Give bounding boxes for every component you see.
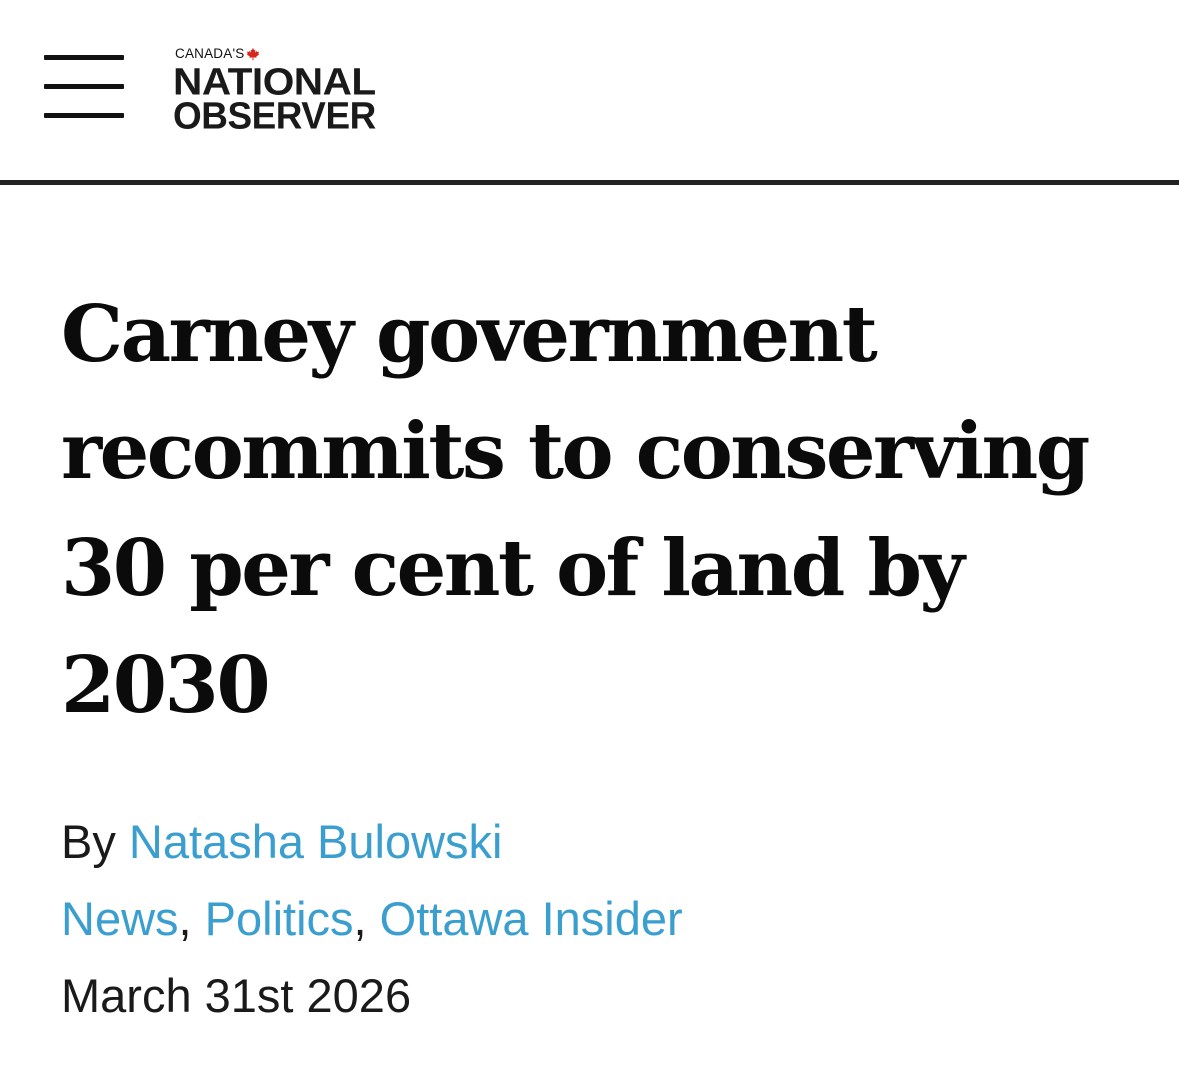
menu-bar-middle	[44, 84, 124, 89]
category-list: News, Politics, Ottawa Insider	[61, 891, 683, 947]
logo-top-text: CANADA'S	[175, 46, 245, 61]
logo-top-row: CANADA'S	[175, 46, 260, 62]
byline: By Natasha Bulowski	[61, 814, 503, 870]
category-separator: ,	[178, 892, 192, 945]
category-separator: ,	[353, 892, 367, 945]
menu-bar-bottom	[44, 113, 124, 118]
logo-wordmark-national: NATIONAL	[173, 60, 376, 103]
article-headline: Carney government recommits to conservin…	[61, 289, 1090, 731]
hamburger-menu-button[interactable]	[44, 55, 124, 119]
site-logo[interactable]: CANADA'S NATIONAL OBSERVER	[173, 42, 433, 142]
maple-leaf-icon	[247, 47, 260, 61]
header-divider	[0, 180, 1179, 185]
logo-wordmark-observer: OBSERVER	[173, 94, 376, 137]
category-link-politics[interactable]: Politics	[204, 892, 354, 945]
publish-date: March 31st 2026	[61, 969, 412, 1022]
category-link-news[interactable]: News	[61, 892, 179, 945]
menu-bar-top	[44, 55, 124, 60]
site-header: CANADA'S NATIONAL OBSERVER	[0, 0, 1179, 186]
byline-prefix: By	[61, 815, 116, 868]
author-link[interactable]: Natasha Bulowski	[128, 815, 503, 868]
category-link-ottawa-insider[interactable]: Ottawa Insider	[379, 892, 683, 945]
